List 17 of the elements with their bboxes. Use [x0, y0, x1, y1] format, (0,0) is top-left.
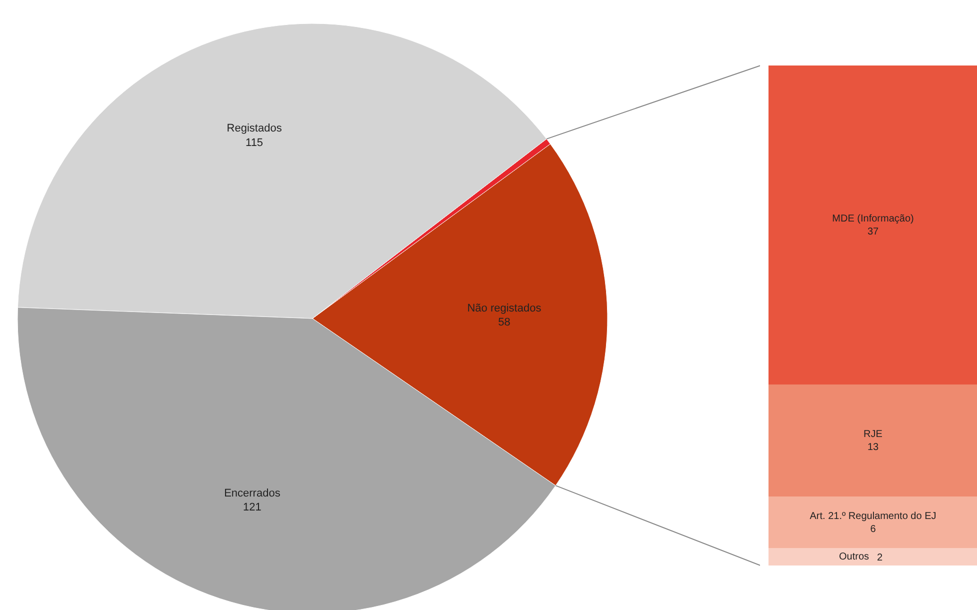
- series-label: RJE: [864, 429, 883, 440]
- series-label: Outros: [838, 551, 870, 562]
- slice-label: Não registados: [467, 302, 542, 314]
- data-label: 115: [246, 136, 264, 149]
- data-label: 121: [243, 502, 262, 514]
- data-label: 37: [867, 226, 879, 238]
- slice-label: Registados: [226, 122, 282, 135]
- bar: [768, 496, 977, 548]
- slice-label: Encerrados: [224, 487, 281, 500]
- bar: [768, 548, 977, 566]
- data-label: 2: [877, 552, 883, 564]
- data-label: 6: [870, 524, 876, 535]
- series-label: Art. 21.º Regulamento do EJ: [810, 510, 936, 522]
- data-label: 58: [498, 316, 510, 329]
- data-label: 13: [867, 442, 879, 453]
- bar: [768, 384, 977, 497]
- series-label: MDE (Informação): [832, 213, 914, 224]
